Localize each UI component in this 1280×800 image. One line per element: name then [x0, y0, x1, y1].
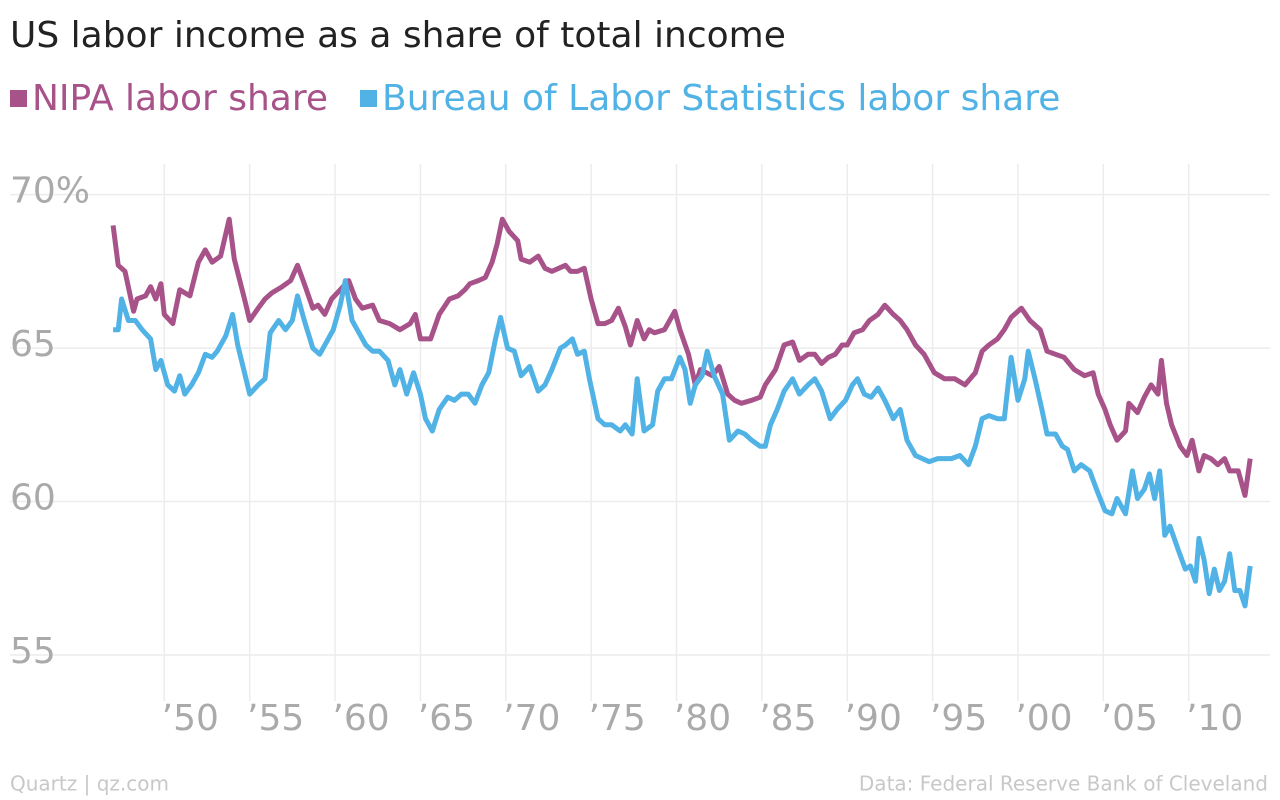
y-tick-label: 65 — [10, 324, 56, 365]
x-tick-label: ’70 — [503, 698, 560, 739]
legend-label: Bureau of Labor Statistics labor share — [382, 78, 1060, 119]
x-tick-label: ’50 — [162, 698, 219, 739]
legend-swatch — [10, 90, 27, 107]
x-tick-label: ’80 — [674, 698, 731, 739]
x-tick-label: ’65 — [418, 698, 475, 739]
series-line — [113, 278, 1253, 609]
source: Data: Federal Reserve Bank of Cleveland — [859, 772, 1268, 796]
x-tick-label: ’60 — [332, 698, 389, 739]
y-tick-label: 60 — [10, 478, 56, 519]
credit: Quartz | qz.com — [10, 772, 169, 796]
legend-label: NIPA labor share — [32, 78, 328, 119]
x-tick-label: ’90 — [845, 698, 902, 739]
y-tick-label: 55 — [10, 631, 56, 672]
x-tick-label: ’85 — [759, 698, 816, 739]
x-tick-label: ’95 — [930, 698, 987, 739]
y-tick-label: 70% — [10, 171, 90, 212]
x-tick-label: ’75 — [588, 698, 645, 739]
x-tick-label: ’10 — [1186, 698, 1243, 739]
x-tick-label: ’55 — [247, 698, 304, 739]
legend: NIPA labor share Bureau of Labor Statisti… — [10, 78, 1060, 119]
x-tick-label: ’00 — [1015, 698, 1072, 739]
chart-title: US labor income as a share of total inco… — [10, 15, 786, 56]
series-line — [110, 216, 1253, 498]
legend-swatch — [360, 90, 377, 107]
x-tick-label: ’05 — [1101, 698, 1158, 739]
